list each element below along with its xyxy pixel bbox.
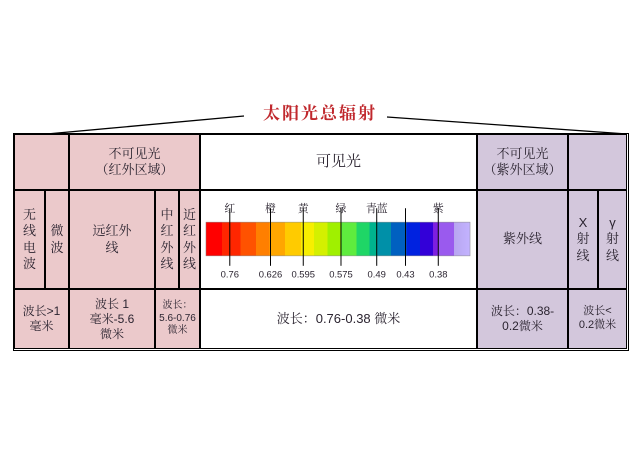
svg-text:0.626: 0.626: [259, 269, 283, 280]
svg-text:0.43: 0.43: [396, 269, 414, 280]
svg-text:0.38: 0.38: [429, 269, 447, 280]
svg-text:0.49: 0.49: [368, 269, 386, 280]
svg-text:0.76: 0.76: [221, 269, 239, 280]
svg-text:黄: 黄: [298, 201, 310, 215]
svg-text:0.575: 0.575: [329, 269, 353, 280]
svg-text:0.595: 0.595: [291, 269, 315, 280]
